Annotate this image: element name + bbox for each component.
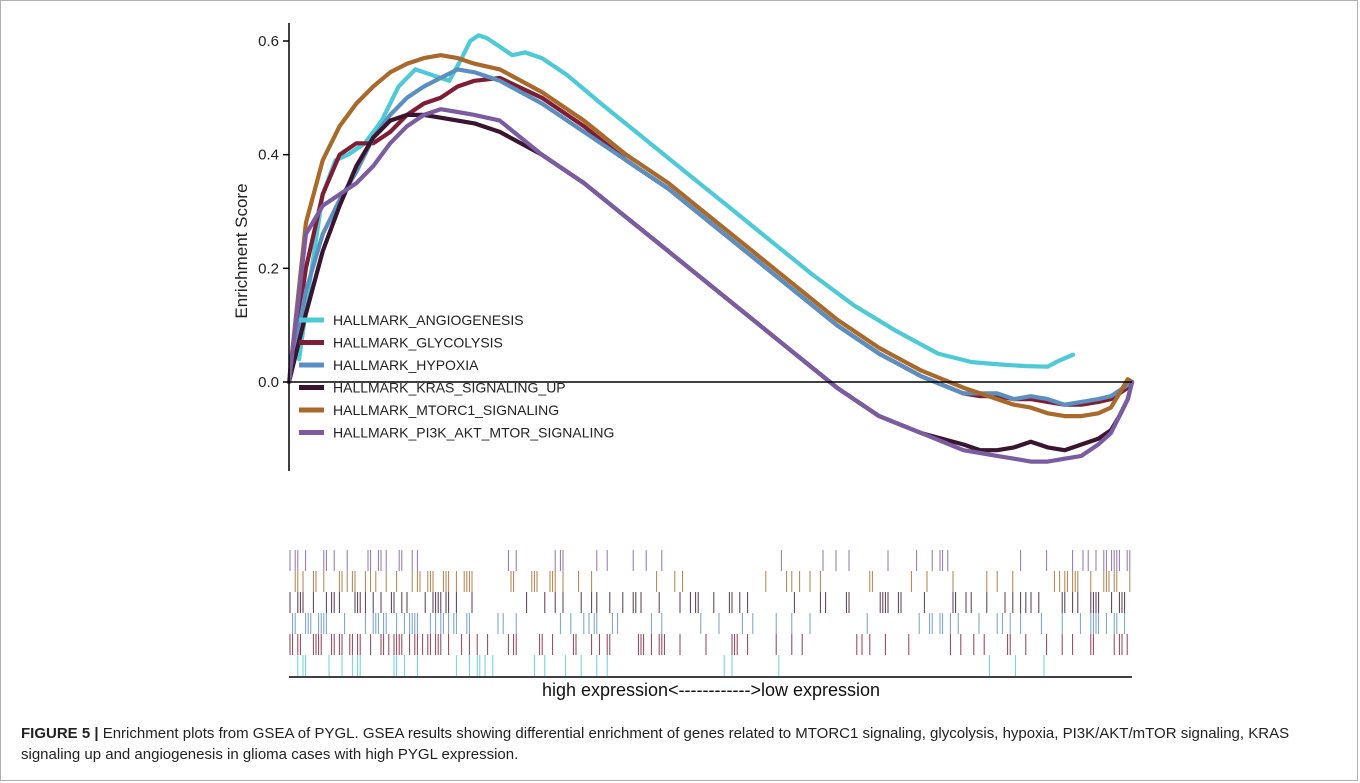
caption-label: FIGURE 5 |	[21, 725, 99, 742]
series-line	[297, 33, 1076, 369]
y-tick-label: 0.2	[258, 260, 279, 277]
y-axis-ticks: 0.0 0.2 0.4 0.6	[258, 33, 289, 391]
legend-label: HALLMARK_ANGIOGENESIS	[333, 312, 524, 328]
y-tick-label: 0.6	[258, 33, 279, 50]
hit-track	[297, 655, 1045, 676]
x-axis-title: high expression<------------>low express…	[542, 680, 880, 700]
figure-caption: FIGURE 5 | Enrichment plots from GSEA of…	[21, 723, 1341, 765]
legend-label: HALLMARK_KRAS_SIGNALING_UP	[333, 380, 566, 396]
series-lines	[286, 33, 1135, 464]
hit-tracks	[289, 550, 1131, 676]
y-tick-label: 0.0	[258, 374, 279, 391]
hit-track	[289, 550, 1131, 571]
legend-label: HALLMARK_GLYCOLYSIS	[333, 335, 503, 351]
hit-track	[294, 571, 1131, 592]
series-line	[286, 67, 1135, 407]
hit-track	[289, 592, 1126, 613]
hit-track	[289, 634, 1128, 655]
y-axis-title: Enrichment Score	[232, 183, 251, 318]
series-line	[286, 53, 1135, 419]
y-tick-label: 0.4	[258, 147, 279, 164]
enrichment-chart: 0.0 0.2 0.4 0.6 Enrichment Score HALLMARK_A…	[232, 23, 1135, 700]
series-line	[286, 75, 1135, 407]
hit-track	[292, 613, 1126, 634]
legend-label: HALLMARK_MTORC1_SIGNALING	[333, 402, 559, 418]
legend-label: HALLMARK_PI3K_AKT_MTOR_SIGNALING	[333, 425, 614, 441]
legend: HALLMARK_ANGIOGENESIS HALLMARK_GLYCOLYSIS…	[299, 312, 614, 441]
series-line	[286, 107, 1135, 464]
caption-text: Enrichment plots from GSEA of PYGL. GSEA…	[21, 725, 1290, 763]
legend-label: HALLMARK_HYPOXIA	[333, 357, 479, 373]
